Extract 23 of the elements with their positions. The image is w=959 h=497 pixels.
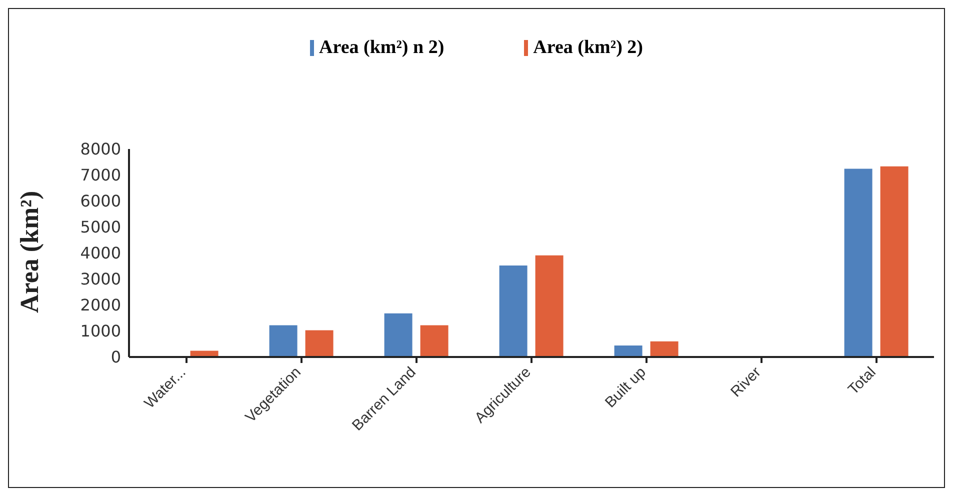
- y-tick-label: 2000: [80, 296, 121, 315]
- y-axis-title: Area (km²): [15, 190, 44, 313]
- legend-label: Area (km²) 2): [533, 37, 643, 59]
- x-tick-label: Built up: [602, 364, 650, 412]
- y-tick-label: 7000: [80, 166, 121, 185]
- bar: [535, 255, 564, 357]
- legend-label: Area (km²) n 2): [319, 37, 444, 59]
- bar: [420, 325, 448, 357]
- y-tick-label: 1000: [80, 322, 121, 341]
- y-tick-label: 3000: [80, 270, 121, 289]
- y-tick-label: 8000: [80, 140, 121, 159]
- y-tick-label: 6000: [80, 192, 121, 211]
- bar: [614, 346, 642, 357]
- bar: [880, 166, 908, 357]
- bar: [650, 341, 678, 357]
- bar: [305, 330, 334, 357]
- bar: [499, 265, 528, 357]
- bar: [384, 313, 412, 357]
- bar: [269, 325, 298, 357]
- y-tick-label: 4000: [80, 244, 121, 263]
- y-tick-label: 0: [110, 348, 121, 367]
- bar: [844, 168, 872, 357]
- y-tick-label: 5000: [80, 218, 121, 237]
